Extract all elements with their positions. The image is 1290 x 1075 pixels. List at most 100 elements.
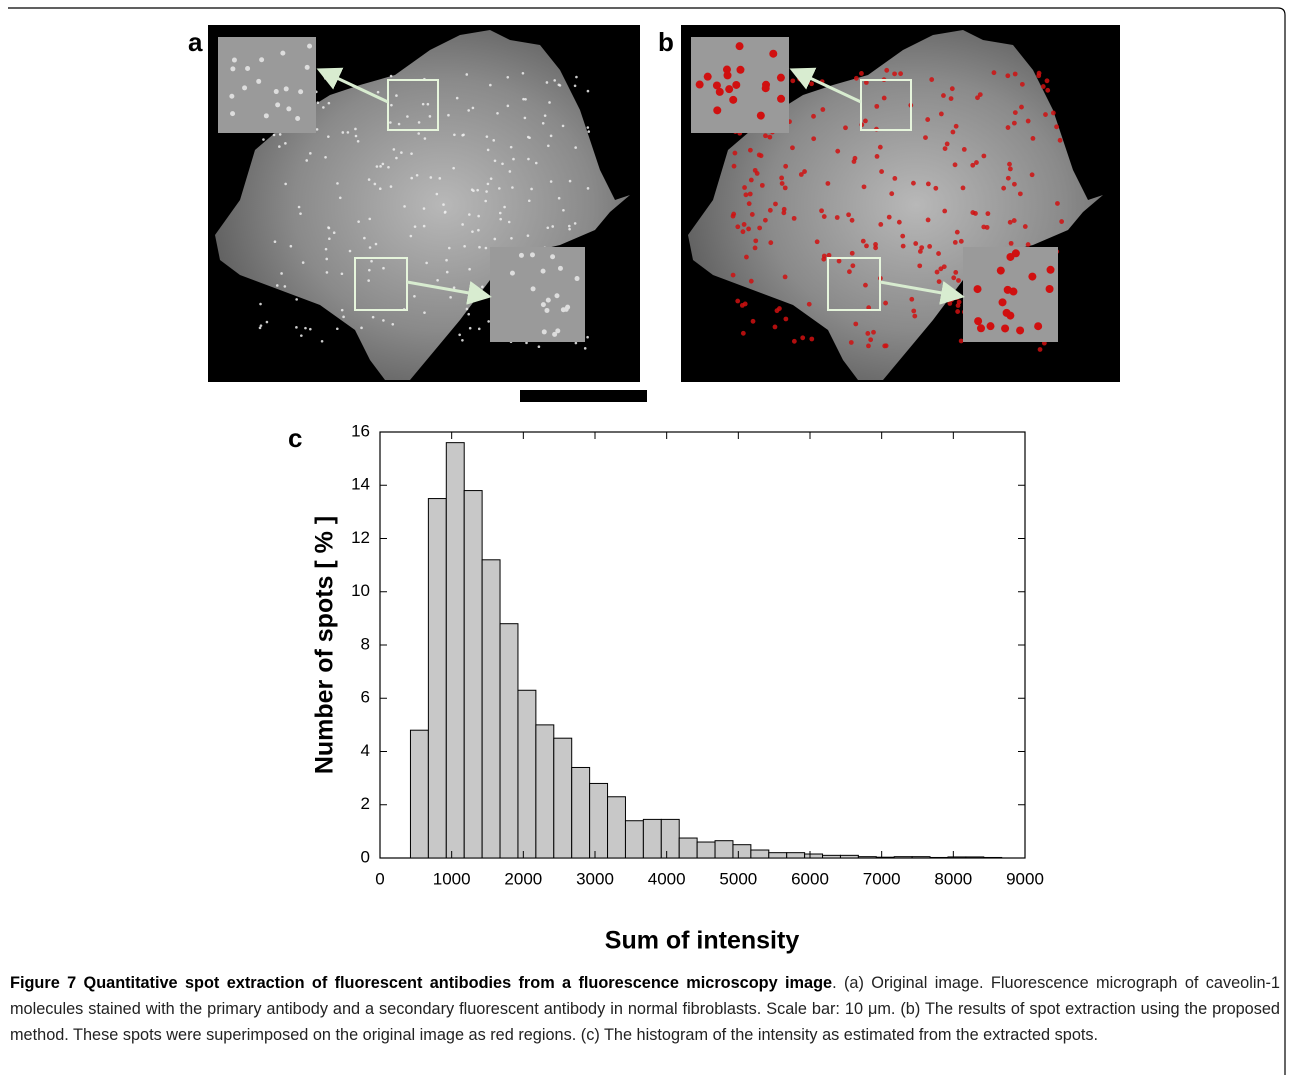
extracted-spot: [767, 134, 773, 140]
bar: [822, 854, 841, 859]
extracted-spot: [976, 324, 985, 333]
fluorescent-spot: [278, 145, 281, 148]
extracted-spot: [761, 84, 770, 93]
fluorescent-spot: [327, 226, 330, 229]
fluorescent-spot: [453, 133, 456, 137]
fluorescent-spot: [376, 90, 380, 94]
fluorescent-spot: [379, 165, 382, 168]
fluorescent-spot: [462, 133, 465, 137]
fluorescent-spot: [518, 252, 524, 258]
extracted-spot: [973, 285, 982, 294]
x-tick-label: 0: [375, 869, 384, 888]
extracted-spot: [849, 250, 855, 256]
fluorescent-spot: [273, 89, 279, 95]
extracted-spot: [917, 248, 923, 254]
extracted-spot: [768, 240, 774, 246]
fluorescent-spot: [548, 101, 551, 104]
fluorescent-spot: [468, 326, 472, 330]
fluorescent-spot: [340, 272, 344, 276]
fluorescent-spot: [230, 66, 236, 72]
extracted-spot: [790, 145, 795, 151]
extracted-spot: [985, 211, 991, 217]
extracted-spot: [998, 298, 1007, 307]
extracted-spot: [811, 113, 816, 119]
inset: [218, 37, 316, 133]
fluorescent-spot: [375, 165, 379, 168]
extracted-spot: [859, 71, 864, 76]
extracted-spot: [974, 160, 979, 165]
extracted-spot: [715, 87, 724, 96]
extracted-spot: [871, 329, 876, 335]
extracted-spot: [925, 217, 931, 223]
fluorescent-spot: [390, 103, 393, 107]
fluorescent-spot: [549, 180, 553, 183]
fluorescent-spot: [561, 124, 565, 128]
extracted-spot: [782, 274, 788, 280]
extracted-spot: [948, 96, 954, 101]
fluorescent-spot: [512, 157, 515, 161]
extracted-spot: [735, 42, 744, 51]
extracted-spot: [777, 94, 786, 103]
fluorescent-spot: [284, 142, 287, 145]
extracted-spot: [742, 301, 748, 307]
fluorescent-spot: [336, 182, 339, 185]
fluorescent-spot: [409, 234, 413, 238]
extracted-spot: [879, 169, 885, 174]
fluorescent-spot: [485, 135, 489, 138]
fluorescent-spot: [461, 223, 464, 226]
zoom-box: [827, 257, 881, 311]
extracted-spot: [779, 181, 785, 186]
extracted-spot: [800, 335, 806, 341]
extracted-spot: [912, 313, 918, 319]
fluorescent-spot: [503, 205, 506, 209]
fluorescent-spot: [467, 109, 470, 112]
extracted-spot: [909, 296, 915, 302]
extracted-spot: [767, 207, 773, 213]
fluorescent-spot: [284, 182, 287, 186]
fluorescent-spot: [478, 245, 481, 249]
fluorescent-spot: [568, 179, 572, 183]
fluorescent-spot: [438, 177, 442, 180]
x-tick-label: 5000: [719, 869, 757, 888]
fluorescent-spot: [304, 64, 310, 70]
extracted-spot: [1008, 240, 1014, 246]
fluorescent-spot: [452, 286, 456, 289]
fluorescent-spot: [527, 157, 530, 161]
scale-bar: [520, 390, 647, 402]
extracted-spot: [695, 80, 704, 89]
fluorescent-spot: [262, 138, 265, 141]
fluorescent-spot: [537, 345, 541, 349]
extracted-spot: [742, 185, 747, 190]
extracted-spot: [825, 181, 831, 186]
extracted-spot: [1040, 84, 1046, 89]
fluorescent-spot: [493, 237, 497, 241]
fluorescent-spot: [368, 246, 372, 249]
fluorescent-spot: [256, 78, 262, 84]
fluorescent-spot: [387, 165, 390, 169]
extracted-spot: [746, 226, 752, 232]
extracted-spot: [942, 146, 948, 151]
fluorescent-spot: [324, 155, 327, 159]
fluorescent-spot: [295, 115, 301, 121]
fluorescent-spot: [363, 236, 366, 240]
y-tick-label: 0: [361, 847, 370, 866]
extracted-spot: [1054, 124, 1059, 130]
bar: [427, 498, 447, 859]
fluorescent-spot: [346, 131, 350, 134]
bar: [929, 856, 949, 859]
extracted-spot: [977, 92, 983, 98]
extracted-spot: [958, 338, 964, 344]
x-tick-label: 3000: [576, 869, 614, 888]
panel-label: a: [188, 27, 203, 57]
fluorescent-spot: [487, 320, 490, 323]
fluorescent-spot: [523, 116, 527, 120]
y-tick-label: 12: [351, 528, 370, 547]
fluorescent-spot: [295, 326, 298, 329]
extracted-spot: [722, 65, 731, 74]
extracted-spot: [809, 81, 814, 87]
extracted-spot: [1012, 110, 1018, 116]
fluorescent-spot: [587, 130, 591, 133]
fluorescent-spot: [544, 307, 550, 313]
y-axis-title: Number of spots [ % ]: [311, 516, 339, 774]
fluorescent-spot: [530, 286, 536, 292]
